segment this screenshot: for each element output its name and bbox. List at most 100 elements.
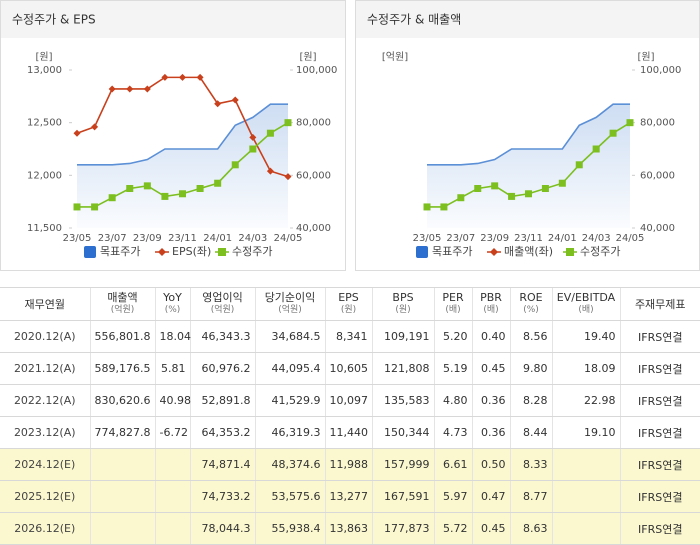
y2-tick-label: 60,000: [296, 170, 331, 181]
header-unit: (억원): [278, 305, 302, 315]
marker: [284, 119, 292, 127]
header-label: 당기순이익: [264, 291, 316, 304]
header-label: ROE: [519, 291, 543, 304]
table-cell: IFRS연결: [619, 512, 700, 545]
table-cell: 5.81: [154, 352, 190, 385]
marker: [231, 161, 239, 169]
table-cell: IFRS연결: [619, 320, 700, 353]
marker: [143, 85, 151, 93]
header-cell: 재무연월: [0, 287, 90, 321]
marker: [73, 129, 81, 137]
header-cell: 주재무제표: [619, 287, 700, 321]
table-cell: 177,873: [371, 512, 434, 545]
marker: [108, 194, 116, 202]
marker: [575, 161, 583, 169]
legend-marker: [566, 248, 574, 256]
table-cell: [89, 512, 155, 545]
marker: [196, 73, 204, 81]
header-label: 영업이익: [202, 291, 243, 304]
marker: [284, 173, 292, 181]
header-cell: EPS (원): [324, 287, 372, 321]
table-cell: IFRS연결: [619, 448, 700, 481]
x-tick-label: 23/09: [133, 233, 162, 244]
y2-tick-label: 60,000: [640, 170, 675, 181]
table-cell: 8.33: [509, 448, 552, 481]
marker: [541, 185, 549, 192]
table-cell: 556,801.8: [89, 320, 155, 353]
header-label: BPS: [392, 291, 414, 304]
marker: [249, 133, 257, 141]
table-cell: 10,097: [324, 384, 372, 417]
table-cell: 22.98: [551, 384, 620, 417]
table-cell: 830,620.6: [89, 384, 155, 417]
x-tick-label: 23/05: [413, 233, 442, 244]
table-cell: 8,341: [324, 320, 372, 353]
table-cell: 8.77: [509, 480, 552, 513]
legend-label: 매출액(좌): [504, 245, 553, 258]
marker: [626, 119, 634, 127]
y-tick-label: 13,000: [27, 65, 62, 76]
header-unit: (억원): [110, 305, 135, 315]
header-label: 재무연월: [24, 297, 65, 311]
table-cell: [154, 512, 190, 545]
y2-tick-label: 100,000: [296, 65, 337, 76]
marker: [491, 182, 499, 190]
table-cell: 10,605: [324, 352, 372, 385]
table-cell: 8.56: [509, 320, 552, 353]
table-cell: IFRS연결: [619, 352, 700, 385]
marker: [508, 192, 516, 200]
panel-header: [356, 1, 699, 38]
legend-marker: [158, 248, 166, 256]
table-cell: IFRS연결: [619, 416, 700, 449]
marker: [161, 192, 169, 200]
x-tick-label: 23/07: [98, 233, 127, 244]
table-cell: 2026.12(E): [0, 512, 90, 545]
x-tick-label: 24/03: [238, 233, 267, 244]
header-unit: (배): [578, 305, 594, 315]
header-cell: 영업이익 (억원): [189, 287, 255, 321]
header-unit: (배): [445, 305, 461, 315]
header-cell: YoY (%): [154, 287, 190, 321]
chart-title: 수정주가 & EPS: [12, 13, 96, 27]
line: [427, 103, 630, 166]
table-cell: 13,863: [324, 512, 372, 545]
marker: [91, 123, 99, 131]
table-cell: 2025.12(E): [0, 480, 90, 513]
marker: [179, 190, 186, 198]
legend-marker: [218, 248, 226, 256]
table-cell: 0.36: [471, 384, 510, 417]
legend-label: 수정주가: [580, 245, 620, 258]
marker: [266, 167, 274, 175]
table-cell: 34,684.5: [254, 320, 325, 353]
marker: [609, 129, 617, 137]
y-tick-label: 12,000: [27, 170, 62, 181]
table-cell: 5.20: [433, 320, 472, 353]
legend-marker: [84, 246, 96, 258]
y2-tick-label: 80,000: [296, 118, 331, 129]
legend-label: 목표주가: [432, 245, 472, 258]
table-cell: 121,808: [371, 352, 434, 385]
header-label: EV/EBITDA: [556, 291, 616, 304]
y2-tick-label: 40,000: [296, 223, 331, 234]
table-cell: 8.28: [509, 384, 552, 417]
table-cell: 2023.12(A): [0, 416, 90, 449]
table-cell: [154, 480, 190, 513]
y2-tick-label: 40,000: [640, 223, 675, 234]
header-label: 매출액: [107, 291, 138, 304]
table-cell: 0.47: [471, 480, 510, 513]
table-cell: 19.10: [551, 416, 620, 449]
header-unit: (%): [523, 305, 539, 315]
table-cell: 4.73: [433, 416, 472, 449]
header-cell: 매출액 (억원): [89, 287, 155, 321]
table-row: 2020.12(A) 556,801.8 18.04 46,343.3 34,684.5…: [0, 320, 700, 353]
marker: [474, 185, 482, 192]
table-cell: 48,374.6: [254, 448, 325, 481]
marker: [592, 145, 600, 153]
table-cell: 18.04: [154, 320, 191, 353]
marker: [126, 185, 134, 192]
marker: [266, 129, 274, 137]
marker: [457, 194, 465, 202]
table-cell: 150,344: [371, 416, 434, 449]
marker: [525, 190, 532, 198]
